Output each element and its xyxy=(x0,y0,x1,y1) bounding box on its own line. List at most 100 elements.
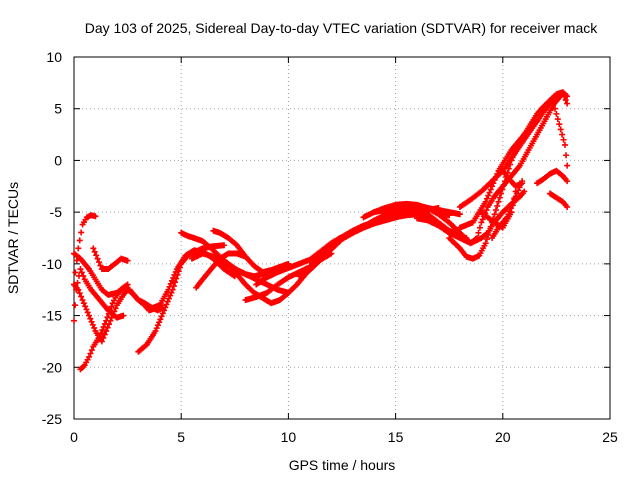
data-point xyxy=(97,262,104,269)
data-point xyxy=(487,223,494,230)
data-point xyxy=(86,353,93,360)
x-tick-label: 5 xyxy=(177,429,185,445)
data-point xyxy=(521,188,528,195)
data-point xyxy=(82,303,89,310)
data-point xyxy=(494,170,501,177)
data-point xyxy=(154,322,161,329)
data-point xyxy=(96,259,103,266)
data-point xyxy=(476,224,483,231)
data-point xyxy=(501,178,508,185)
data-point xyxy=(80,272,87,279)
data-point xyxy=(557,126,564,133)
data-point xyxy=(490,180,497,187)
data-point xyxy=(478,219,485,226)
data-point xyxy=(564,100,571,107)
y-tick-label: 0 xyxy=(54,152,62,168)
data-point xyxy=(77,266,84,273)
series-arc-7 xyxy=(124,286,165,314)
data-point xyxy=(87,350,94,357)
data-point xyxy=(487,186,494,193)
data-point xyxy=(164,298,171,305)
data-point xyxy=(491,177,498,184)
data-point xyxy=(76,290,83,297)
data-point xyxy=(86,312,93,319)
data-point xyxy=(79,297,86,304)
y-tick-label: 5 xyxy=(54,101,62,117)
data-point xyxy=(104,324,111,331)
data-point xyxy=(512,193,519,200)
data-point xyxy=(88,347,95,354)
data-point xyxy=(561,141,568,148)
data-point xyxy=(564,203,571,210)
data-marks xyxy=(71,89,571,373)
series-arc-28 xyxy=(549,95,571,169)
data-point xyxy=(105,310,112,317)
data-point xyxy=(564,178,571,185)
data-point xyxy=(158,313,165,320)
data-point xyxy=(483,195,490,202)
series-arc-6 xyxy=(90,245,131,273)
data-point xyxy=(111,308,118,315)
data-point xyxy=(75,245,82,252)
data-point xyxy=(500,182,507,189)
chart-title: Day 103 of 2025, Sidereal Day-to-day VTE… xyxy=(85,20,598,36)
data-point xyxy=(172,279,179,286)
data-point xyxy=(446,212,453,219)
data-point xyxy=(221,242,228,249)
data-point xyxy=(120,312,127,319)
data-point xyxy=(513,190,520,197)
data-point xyxy=(564,93,571,100)
data-point xyxy=(74,279,81,286)
series-arc-30 xyxy=(546,190,571,210)
y-tick-label: -20 xyxy=(42,359,62,375)
y-tick-label: 10 xyxy=(46,49,62,65)
data-point xyxy=(483,236,490,243)
data-point xyxy=(108,303,115,310)
data-point xyxy=(84,309,91,316)
data-point xyxy=(75,286,82,293)
data-point xyxy=(91,324,98,331)
y-axis-label: SDTVAR / TECUs xyxy=(5,182,21,294)
data-point xyxy=(553,110,560,117)
data-point xyxy=(515,187,522,194)
data-point xyxy=(519,180,526,187)
data-point xyxy=(482,240,489,247)
data-point xyxy=(551,105,558,112)
data-point xyxy=(556,121,563,128)
x-tick-label: 10 xyxy=(281,429,297,445)
data-point xyxy=(72,269,79,276)
data-point xyxy=(91,248,98,255)
data-point xyxy=(562,97,569,104)
axis-ticks: 0 5 10 15 20 25 -25 -20 -15 -10 -5 0 5 10 xyxy=(42,49,618,445)
y-tick-label: -5 xyxy=(50,204,63,220)
data-point xyxy=(76,237,83,244)
data-point xyxy=(559,90,566,97)
data-point xyxy=(550,100,557,107)
data-point xyxy=(495,198,502,205)
data-point xyxy=(482,198,489,205)
data-point xyxy=(112,305,119,312)
y-tick-label: -15 xyxy=(42,308,62,324)
series-arc-1 xyxy=(71,212,99,288)
data-point xyxy=(101,331,108,338)
data-point xyxy=(492,207,499,214)
data-point xyxy=(491,211,498,218)
data-point xyxy=(98,338,105,345)
data-point xyxy=(78,229,85,236)
data-point xyxy=(71,317,77,324)
x-tick-label: 15 xyxy=(388,429,404,445)
data-point xyxy=(492,173,499,180)
data-point xyxy=(90,245,97,252)
data-point xyxy=(107,317,114,324)
y-tick-label: -25 xyxy=(42,411,62,427)
data-point xyxy=(108,314,115,321)
data-point xyxy=(107,307,114,314)
data-point xyxy=(486,189,493,196)
data-point xyxy=(156,319,163,326)
data-point xyxy=(93,252,100,259)
series-arc-31 xyxy=(456,118,541,231)
data-point xyxy=(498,190,505,197)
x-axis-label: GPS time / hours xyxy=(289,457,396,473)
data-point xyxy=(78,293,85,300)
